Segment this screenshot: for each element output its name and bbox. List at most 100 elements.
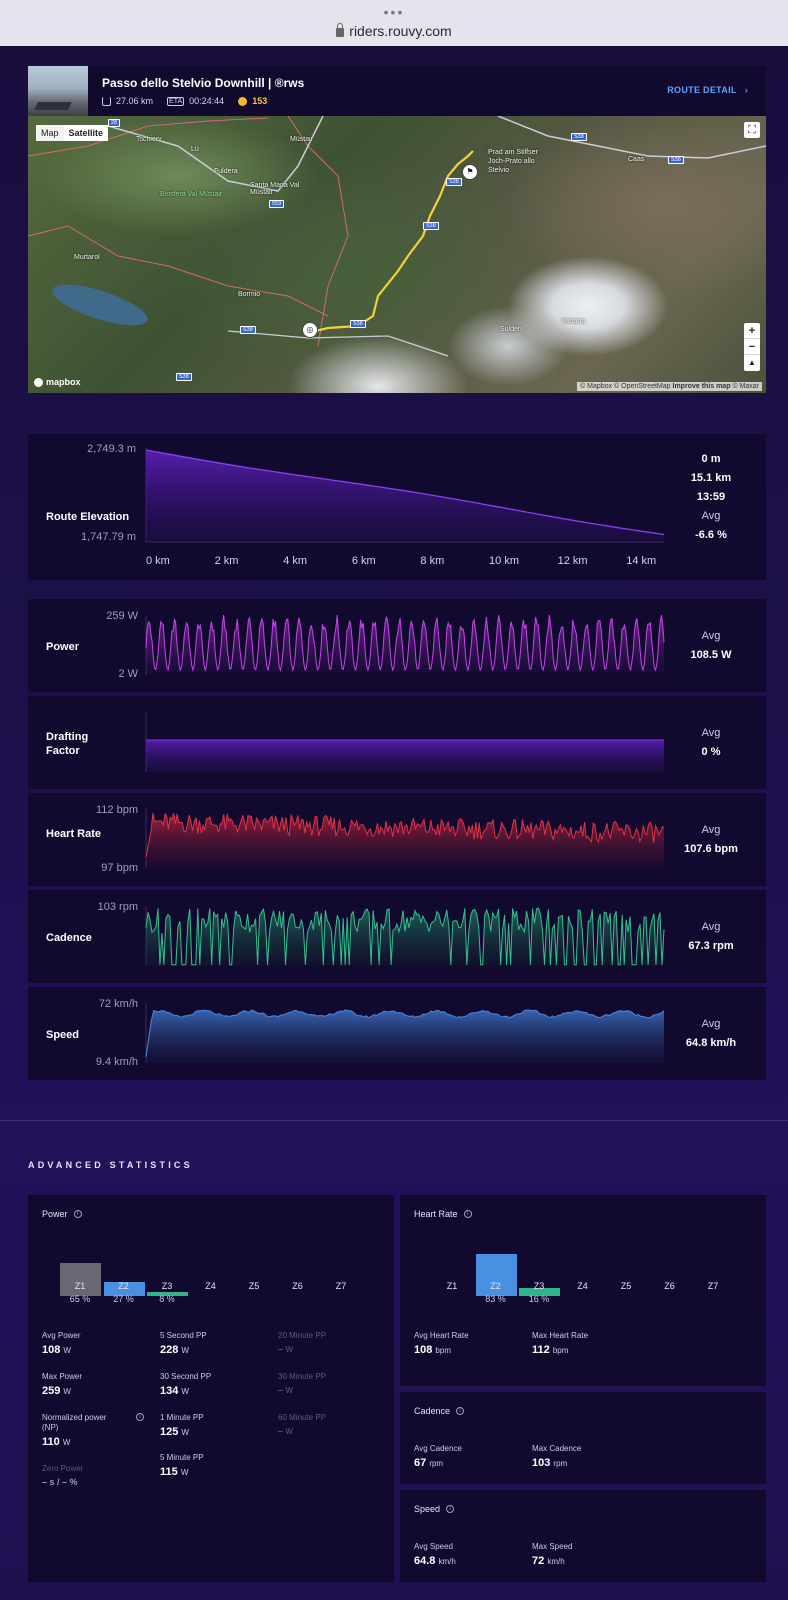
drafting-avg-label: Avg	[701, 727, 721, 739]
route-card: Passo dello Stelvio Downhill | ®rws 27.0…	[28, 66, 766, 393]
map-place-label: Fuldera	[214, 168, 238, 175]
max-heart-rate-stat: Max Heart Rate 112 bpm	[532, 1331, 588, 1356]
zone-label-z7: Z7	[335, 1281, 347, 1291]
drafting-panel: Drafting Factor Avg 0 %	[28, 696, 766, 789]
pp5m-stat: 5 Minute PP 115 W	[160, 1453, 204, 1478]
zoom-in-button[interactable]: +	[744, 323, 760, 339]
cadence-y-max: 103 rpm	[98, 901, 138, 913]
flag-icon[interactable]: ⚑	[462, 164, 478, 180]
chevron-right-icon: ›	[744, 85, 748, 95]
stat-unit: bpm	[435, 1346, 451, 1355]
stat-value: 103	[532, 1457, 551, 1469]
zone-label-z7: Z7	[707, 1281, 719, 1291]
pp5s-stat: 5 Second PP 228 W	[160, 1331, 207, 1356]
pp20m-stat: 20 Minute PP – W	[278, 1331, 326, 1354]
speed-panel: Speed 72 km/h 9.4 km/h Avg 64.8 km/h	[28, 987, 766, 1080]
stat-label: 1 Minute PP	[160, 1413, 204, 1422]
stat-label: Zero Power	[42, 1464, 84, 1473]
map-style-satellite-button[interactable]: Satellite	[63, 125, 109, 141]
tab-overview-dots[interactable]: •••	[383, 4, 405, 20]
address-bar[interactable]: riders.rouvy.com	[336, 22, 452, 39]
zone-bar-z2	[475, 1254, 517, 1296]
info-icon[interactable]: i	[463, 1210, 472, 1218]
attribution-text[interactable]: © Mapbox © OpenStreetMap	[580, 383, 671, 390]
speed-chart[interactable]: 72 km/h 9.4 km/h	[28, 987, 766, 1080]
heart-rate-y-max: 112 bpm	[96, 804, 138, 816]
info-icon[interactable]: i	[456, 1407, 465, 1415]
power-chart[interactable]: 259 W 2 W	[28, 599, 766, 692]
stat-unit: W	[285, 1386, 294, 1395]
heart-rate-panel: Heart Rate 112 bpm 97 bpm Avg 107.6 bpm	[28, 793, 766, 886]
map-place-label: Müstair	[290, 136, 313, 143]
info-icon[interactable]: i	[73, 1210, 82, 1218]
maxar-link[interactable]: © Maxar	[732, 383, 759, 390]
drafting-summary: Avg 0 %	[656, 724, 766, 762]
info-icon[interactable]: i	[446, 1505, 455, 1513]
info-icon[interactable]: i	[136, 1413, 144, 1421]
max-power-stat: Max Power 259 W	[42, 1372, 82, 1397]
stat-label: Max Speed	[532, 1542, 573, 1551]
compass-icon[interactable]: ▲	[748, 358, 756, 367]
avg-speed-stat: Avg Speed 64.8 km/h	[414, 1542, 456, 1567]
map-overlay	[28, 116, 766, 357]
route-detail-link[interactable]: ROUTE DETAIL ›	[667, 85, 748, 95]
bicycle-icon[interactable]: ◎	[302, 322, 318, 338]
elevation-summary-elev: 0 m	[701, 453, 721, 465]
cadence-summary: Avg 67.3 rpm	[656, 918, 766, 956]
power-y-max: 259 W	[106, 610, 138, 622]
stat-unit: km/h	[438, 1557, 456, 1566]
speed-y-max: 72 km/h	[99, 998, 138, 1010]
improve-map-link[interactable]: Improve this map	[672, 383, 731, 390]
heart-rate-stats-card: Heart Rate i Z1 Z2 83 % Z3 16 % Z4 Z5 Z6 Z7 Avg …	[400, 1195, 766, 1386]
map-place-label: Tschierv	[136, 136, 162, 143]
route-meta: 27.06 km ETA 00:24:44 153	[102, 96, 267, 106]
route-eta-value: 00:24:44	[189, 96, 225, 106]
mapbox-logo[interactable]: mapbox	[34, 377, 81, 387]
drafting-chart[interactable]	[28, 696, 766, 789]
stat-value: –	[278, 1385, 284, 1395]
pp30m-stat: 30 Minute PP – W	[278, 1372, 326, 1395]
zone-percent-z1: 65 %	[69, 1294, 91, 1304]
map-style-map-button[interactable]: Map	[36, 125, 64, 141]
elevation-y-max: 2,749.3 m	[87, 443, 136, 455]
heart-rate-y-min: 97 bpm	[101, 862, 138, 874]
stat-value: 108	[414, 1344, 433, 1356]
zone-label-z5: Z5	[248, 1281, 260, 1291]
route-coins: 153	[238, 96, 267, 106]
fullscreen-icon[interactable]: ⛶	[744, 122, 760, 138]
stat-unit: km/h	[547, 1557, 565, 1566]
route-detail-label: ROUTE DETAIL	[667, 85, 737, 95]
route-distance: 27.06 km	[102, 96, 153, 106]
heart-rate-chart[interactable]: 112 bpm 97 bpm	[28, 793, 766, 886]
elevation-label: Route Elevation	[46, 511, 130, 523]
stat-label: Avg Speed	[414, 1542, 453, 1551]
pp60m-stat: 60 Minute PP – W	[278, 1413, 326, 1436]
elevation-chart[interactable]: 2,749.3 m 1,747.79 m 0 km 2 km 4 km 6 km 8 k…	[28, 434, 766, 580]
stat-value: – s / – %	[42, 1477, 78, 1487]
stat-unit: rpm	[429, 1459, 444, 1468]
route-title[interactable]: Passo dello Stelvio Downhill | ®rws	[102, 76, 305, 90]
route-thumbnail[interactable]	[28, 66, 88, 116]
zone-percent-z2: 83 %	[485, 1294, 506, 1304]
route-map[interactable]: Tschierv Lü Fuldera Biosfera Val Müstair…	[28, 116, 766, 393]
power-line	[145, 614, 665, 673]
map-place-label: Bormio	[238, 291, 261, 298]
cadence-stats-title: Cadence i	[414, 1406, 465, 1416]
pp1m-stat: 1 Minute PP 125 W	[160, 1413, 204, 1438]
zone-label-z4: Z4	[577, 1281, 588, 1291]
stat-value: 64.8	[414, 1555, 436, 1567]
stat-unit: W	[63, 1387, 71, 1396]
cadence-avg-label: Avg	[701, 921, 721, 933]
route-header: Passo dello Stelvio Downhill | ®rws 27.0…	[28, 66, 766, 116]
cadence-area	[146, 908, 664, 966]
stat-unit: W	[181, 1387, 189, 1396]
elevation-panel: Route Elevation 2,749.3 m 1,747.79 m 0 k…	[28, 434, 766, 580]
stat-unit: W	[63, 1346, 71, 1355]
heart-rate-label: Heart Rate	[46, 828, 102, 840]
stat-label: 5 Second PP	[160, 1331, 207, 1340]
speed-stats-title-text: Speed	[414, 1504, 441, 1514]
zone-percent-z3: 16 %	[528, 1294, 550, 1304]
cadence-chart[interactable]: 103 rpm	[28, 890, 766, 983]
zone-label-z6: Z6	[292, 1281, 303, 1291]
zoom-out-button[interactable]: −	[744, 339, 760, 355]
